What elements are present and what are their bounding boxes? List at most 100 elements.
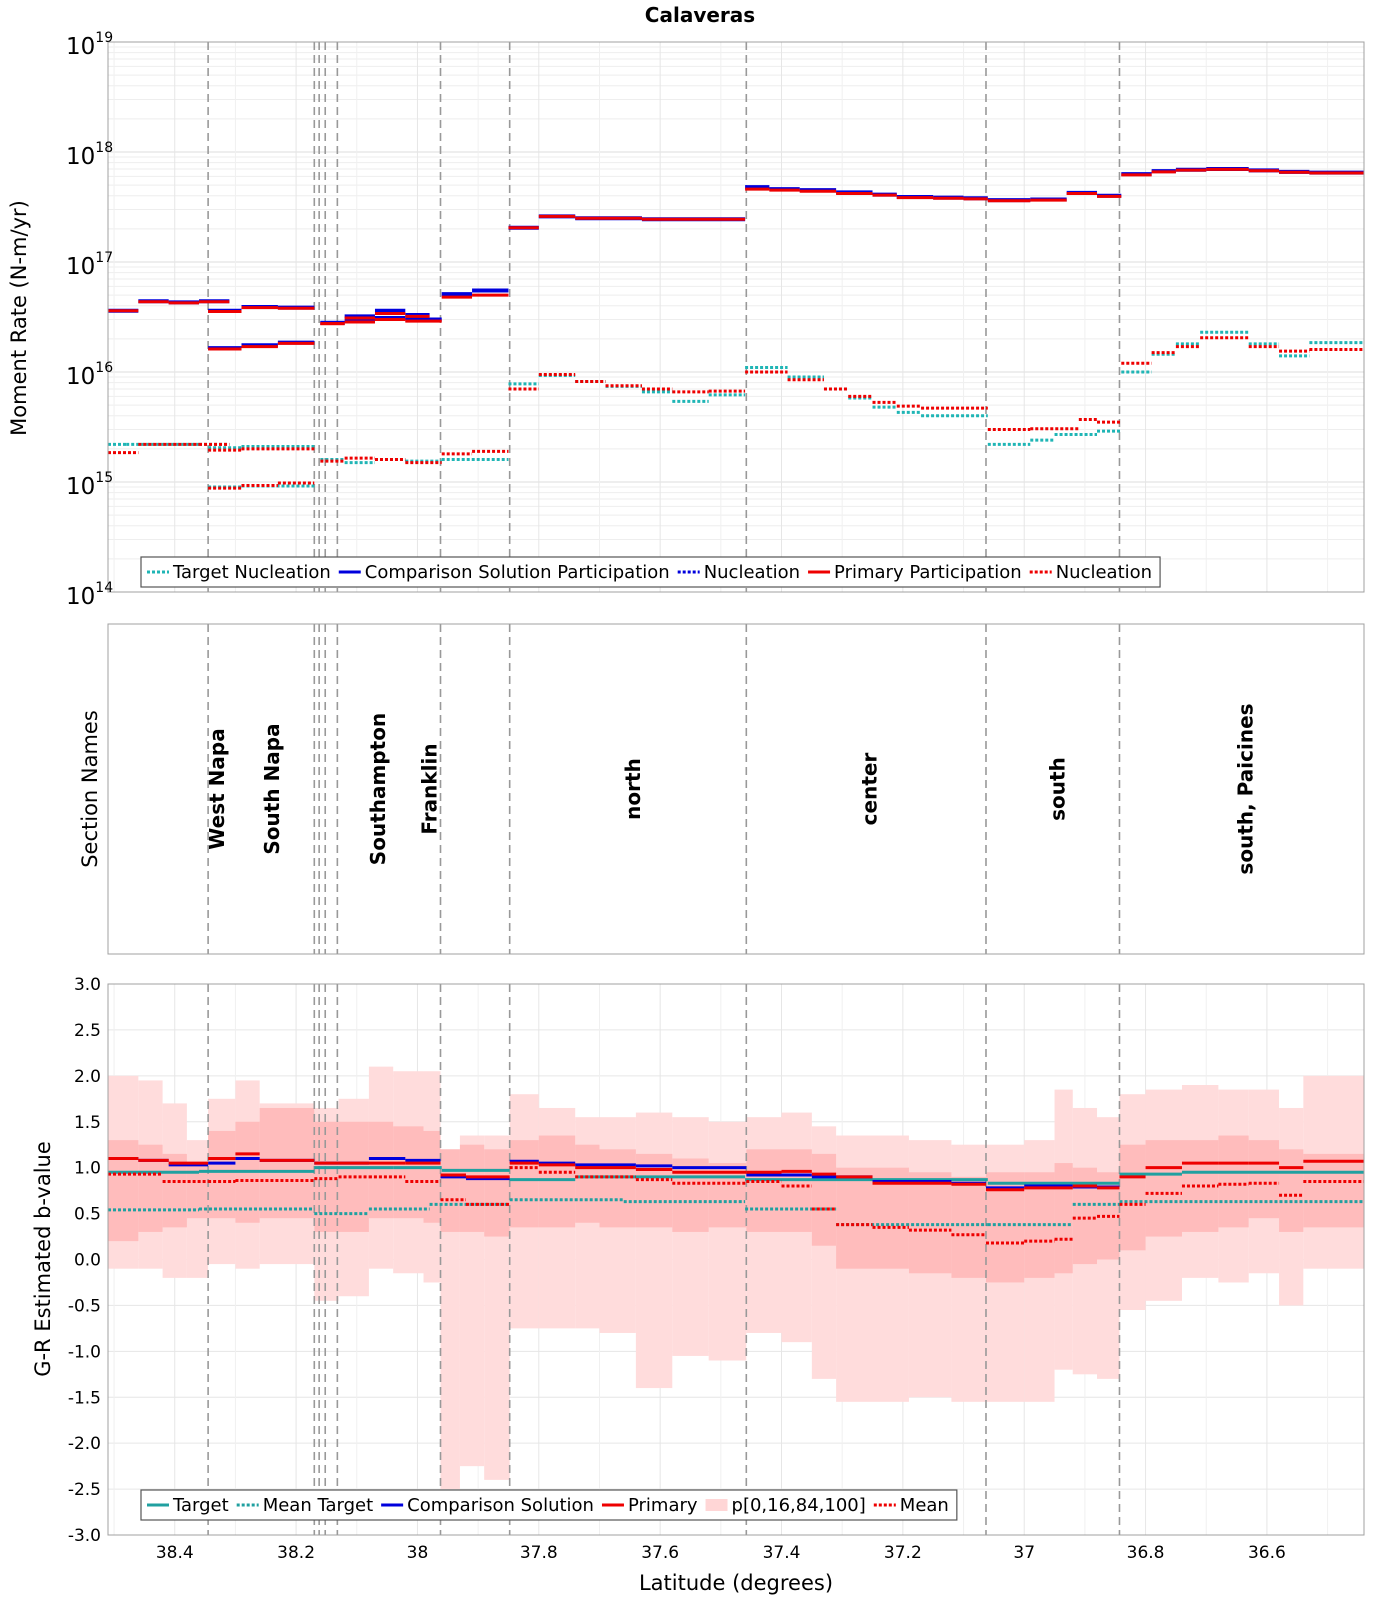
b-value-legend: Target Mean Target Comparison Solution Prim… [140,1489,958,1521]
b-value-y-label: G-R Estimated b-value [31,1141,55,1377]
section-name-label: north [621,758,645,820]
band-p16-p84 [1054,1163,1073,1274]
band-p16-p84 [538,1135,576,1228]
band-p16-p84 [811,1153,837,1246]
moment-rate-section-boundaries [207,42,1121,592]
x-tick-label: 38 [407,1543,429,1563]
legend-label: Primary Participation [834,562,1022,583]
section-name-label: Franklin [418,743,442,834]
y-tick-label: 0.0 [74,1251,101,1271]
section-name-label: South Napa [260,723,284,854]
x-tick-label: 36.8 [1127,1543,1165,1563]
band-p16-p84 [1119,1144,1146,1251]
band-p16-p84 [1145,1140,1182,1237]
band-p16-p84 [1218,1135,1249,1228]
y-tick-exponent: 18 [95,140,113,156]
b-value-plot-frame [107,983,1365,1536]
band-p0-p100 [672,1117,709,1356]
section-name-labels: West Napa South Napa Southampton Franklin no… [205,703,1257,874]
x-tick-label: 37.8 [520,1543,558,1563]
section-name-label: center [857,753,881,826]
legend-label: Mean [900,1495,949,1516]
x-axis-label: Latitude (degrees) [639,1571,833,1595]
band-p16-p84 [259,1107,315,1219]
band-p16-p84 [459,1144,485,1232]
y-tick-label: -1.5 [68,1388,101,1408]
y-tick-label: 1019 [66,30,113,60]
band-p16-p84 [575,1144,600,1223]
y-tick-exponent: 15 [95,470,113,486]
legend-label: Nucleation [1056,562,1152,583]
legend-box [140,1489,958,1521]
y-tick-label: 0.5 [74,1205,101,1225]
band-p16-p84 [1303,1153,1364,1228]
band-p16-p84 [672,1158,709,1232]
moment-rate-legend: Target Nucleation Comparison Solution Par… [140,556,1161,588]
band-p16-p84 [599,1149,636,1228]
x-axis-tick-labels: 38.4 38.2 38 37.8 37.6 37.4 37.2 37 36.8 36.6 [156,1543,1286,1563]
y-tick-label: 1014 [66,580,113,610]
y-tick-label: 2.0 [74,1067,101,1087]
band-p16-p84 [440,1149,460,1232]
moment-rate-plot-frame [107,41,1365,593]
x-tick-label: 37 [1013,1543,1035,1563]
band-p16-p84 [393,1126,424,1219]
y-tick-exponent: 14 [95,580,113,596]
section-name-label: south [1046,757,1070,821]
section-names-y-label: Section Names [78,710,102,868]
y-tick-label: 1015 [66,470,113,500]
y-tick-label: -2.5 [68,1480,101,1500]
band-p16-p84 [368,1121,394,1219]
band-p16-p84 [951,1176,986,1278]
band-p16-p84 [1279,1149,1304,1232]
section-name-label: Southampton [366,713,390,865]
y-tick-label: 1016 [66,360,113,390]
x-tick-label: 38.2 [277,1543,315,1563]
x-tick-label: 36.6 [1248,1543,1286,1563]
section-names-plot-frame [107,623,1365,955]
y-tick-label: 2.5 [74,1021,101,1041]
y-tick-label: -2.0 [68,1434,101,1454]
y-tick-base: 10 [66,144,95,170]
band-p16-p84 [138,1144,163,1232]
legend-label: Nucleation [704,562,800,583]
section-names-boundaries [207,624,1121,954]
moment-rate-y-label: Moment Rate (N-m/yr) [7,200,31,436]
band-p16-p84 [484,1149,510,1237]
y-tick-base: 10 [66,364,95,390]
y-tick-base: 10 [66,254,95,280]
band-p16-p84 [509,1140,539,1228]
legend-label: p[0,16,84,100] [732,1495,866,1516]
legend-swatch [705,1499,728,1511]
y-tick-label: 3.0 [74,975,101,995]
legend-label: Mean Target [263,1495,373,1516]
band-p16-p84 [908,1172,952,1274]
b-value-panel: 3.0 2.5 2.0 1.5 1.0 0.5 0.0 -0.5 -1.0 -1.5 -2.0 -2.… [31,975,1365,1546]
band-p16-p84 [208,1130,236,1219]
x-tick-label: 37.4 [763,1543,801,1563]
y-tick-label: 1018 [66,140,113,170]
band-p16-p84 [836,1167,873,1269]
section-name-label: West Napa [205,728,229,849]
moment-rate-series [108,167,1364,490]
y-tick-label: -0.5 [68,1296,101,1316]
y-tick-base: 10 [66,474,95,500]
band-p0-p100 [440,1149,460,1490]
band-p16-p84 [108,1140,139,1242]
y-tick-label: 1.0 [74,1159,101,1179]
chart-title: Calaveras [645,3,755,27]
band-p16-p84 [423,1130,441,1223]
section-name-label: south, Paicines [1234,703,1258,874]
y-tick-exponent: 17 [95,250,113,266]
legend-label: Target Nucleation [172,562,331,583]
legend-box [140,556,1161,588]
y-tick-label: -3.0 [68,1526,101,1546]
b-value-series [108,1152,1364,1245]
y-tick-exponent: 19 [95,30,113,46]
b-value-section-boundaries [207,984,1121,1535]
band-p16-p84 [1248,1140,1280,1219]
b-value-y-ticks: 3.0 2.5 2.0 1.5 1.0 0.5 0.0 -0.5 -1.0 -1.5 -2.0 -2.… [68,975,101,1546]
x-tick-label: 37.2 [884,1543,922,1563]
